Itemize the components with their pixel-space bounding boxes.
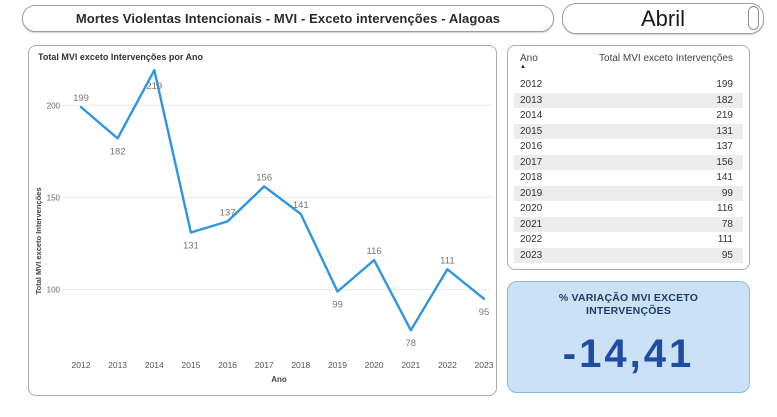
svg-text:156: 156	[256, 172, 272, 183]
svg-text:200: 200	[47, 101, 61, 110]
data-table-panel: Ano ▲ Total MVI exceto Intervenções 2012…	[507, 45, 750, 270]
x-axis-title: Ano	[271, 375, 287, 384]
table-body: 2012 199 2013 182 2014 219 2015 131 2016 137 2017 1…	[514, 77, 743, 263]
table-cell-ano: 2018	[520, 172, 543, 184]
table-cell-total: 116	[717, 203, 733, 215]
table-cell-total: 182	[716, 94, 733, 106]
svg-text:111: 111	[440, 255, 454, 266]
variation-card-label: % VARIAÇÃO MVI EXCETO INTERVENÇÕES	[558, 292, 699, 317]
svg-text:2020: 2020	[365, 360, 384, 370]
table-row[interactable]: 2016 137	[514, 139, 743, 155]
svg-text:2023: 2023	[475, 360, 494, 370]
table-cell-ano: 2020	[520, 203, 543, 215]
table-cell-total: 99	[721, 187, 733, 199]
table-cell-ano: 2022	[520, 234, 543, 246]
svg-text:2012: 2012	[72, 360, 91, 370]
svg-text:2014: 2014	[145, 360, 164, 370]
table-cell-total: 141	[716, 172, 733, 184]
svg-text:2017: 2017	[255, 360, 274, 370]
svg-text:2022: 2022	[438, 360, 457, 370]
slicer-scrollbar-thumb[interactable]	[748, 6, 759, 30]
table-cell-total: 78	[721, 218, 733, 230]
svg-text:78: 78	[406, 338, 417, 349]
line-chart[interactable]: 100 150 200 Total MVI exceto Intervenções 19…	[29, 46, 498, 397]
series-line[interactable]	[79, 69, 486, 332]
table-cell-ano: 2021	[520, 218, 543, 230]
table-cell-ano: 2016	[520, 141, 543, 153]
svg-text:199: 199	[73, 93, 89, 104]
svg-text:2013: 2013	[108, 360, 127, 370]
data-labels: 199 182 219 131 137 156 141 99 116 78 111 95	[73, 81, 489, 349]
variation-card-value: -14,41	[562, 332, 695, 376]
table-row[interactable]: 2017 156	[514, 154, 743, 170]
table-cell-ano: 2013	[520, 94, 543, 106]
table-cell-total: 199	[716, 79, 733, 91]
svg-text:137: 137	[220, 207, 236, 218]
svg-text:2018: 2018	[291, 360, 310, 370]
table-cell-ano: 2015	[520, 125, 543, 137]
table-header-ano-label: Ano	[520, 53, 538, 64]
table-row[interactable]: 2022 111	[514, 232, 743, 248]
table-row[interactable]: 2020 116	[514, 201, 743, 217]
table-header-ano[interactable]: Ano ▲	[520, 53, 538, 71]
month-slicer[interactable]: Abril	[562, 3, 764, 34]
svg-text:95: 95	[479, 307, 490, 318]
svg-text:141: 141	[293, 200, 309, 211]
svg-text:2016: 2016	[218, 360, 237, 370]
svg-text:131: 131	[183, 241, 199, 252]
variation-card: % VARIAÇÃO MVI EXCETO INTERVENÇÕES -14,4…	[507, 281, 750, 393]
svg-text:219: 219	[146, 81, 162, 92]
y-axis-tick-labels: 100 150 200	[47, 101, 61, 294]
line-chart-panel: Total MVI exceto Intervenções por Ano 10…	[28, 45, 497, 396]
svg-text:99: 99	[332, 300, 343, 311]
table-cell-total: 111	[717, 234, 733, 246]
table-row[interactable]: 2023 95	[514, 247, 743, 263]
svg-text:2015: 2015	[181, 360, 200, 370]
table-row[interactable]: 2019 99	[514, 185, 743, 201]
svg-text:182: 182	[110, 146, 126, 157]
table-row[interactable]: 2013 182	[514, 92, 743, 108]
table-row[interactable]: 2012 199	[514, 77, 743, 93]
table-cell-total: 95	[721, 249, 733, 261]
table-cell-total: 219	[716, 110, 733, 122]
table-cell-ano: 2014	[520, 110, 543, 122]
table-cell-total: 156	[716, 156, 733, 168]
table-cell-total: 137	[716, 141, 733, 153]
table-header-total[interactable]: Total MVI exceto Intervenções	[599, 53, 733, 64]
table-cell-ano: 2017	[520, 156, 543, 168]
svg-text:2019: 2019	[328, 360, 347, 370]
svg-text:150: 150	[47, 193, 61, 202]
svg-text:100: 100	[47, 286, 61, 295]
table-cell-total: 131	[716, 125, 733, 137]
table-cell-ano: 2019	[520, 187, 543, 199]
svg-text:116: 116	[367, 246, 382, 257]
report-title: Mortes Violentas Intencionais - MVI - Ex…	[75, 11, 501, 26]
table-header-row: Ano ▲ Total MVI exceto Intervenções	[514, 53, 743, 77]
table-row[interactable]: 2015 131	[514, 123, 743, 139]
table-cell-ano: 2012	[520, 79, 543, 91]
x-axis-tick-labels: 2012 2013 2014 2015 2016 2017 2018 2019 2020 2021…	[72, 360, 494, 370]
table-row[interactable]: 2018 141	[514, 170, 743, 186]
sort-ascending-icon: ▲	[520, 64, 526, 70]
y-axis-title: Total MVI exceto Intervenções	[34, 188, 43, 295]
chart-title: Total MVI exceto Intervenções por Ano	[38, 52, 204, 62]
table-row[interactable]: 2014 219	[514, 108, 743, 124]
table-row[interactable]: 2021 78	[514, 216, 743, 232]
svg-text:2021: 2021	[401, 360, 420, 370]
table-cell-ano: 2023	[520, 249, 543, 261]
report-title-box: Mortes Violentas Intencionais - MVI - Ex…	[22, 5, 554, 32]
month-slicer-value: Abril	[640, 5, 685, 31]
